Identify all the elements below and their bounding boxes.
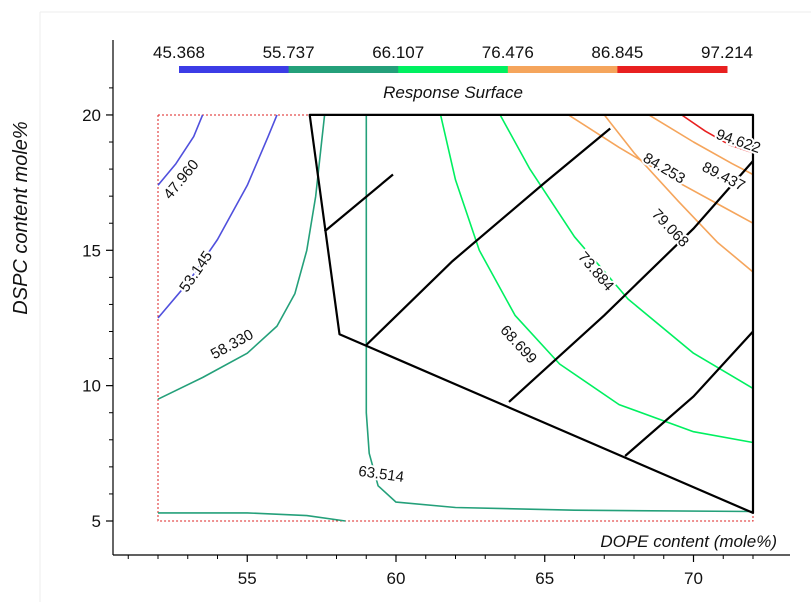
x-tick-label-3: 70	[684, 569, 703, 588]
contour-label-10: 94.622	[714, 126, 763, 157]
hatch-line-2	[508, 160, 754, 403]
colorbar-label-0: 45.368	[153, 43, 205, 62]
colorbar-segment-0	[179, 66, 290, 73]
contour-line-2	[157, 114, 326, 400]
y-tick-label-1: 10	[82, 377, 101, 396]
contour-line-1	[157, 114, 278, 319]
contour-label-7: 79.068	[648, 206, 692, 251]
y-ticks: 5 10 15 20	[82, 87, 113, 531]
x-tick-label-1: 60	[387, 569, 406, 588]
contour-layer	[157, 114, 754, 522]
contour-line-7	[603, 114, 754, 273]
contour-line-10	[681, 114, 754, 154]
contour-label-layer: 47.960 53.145 58.330 63.514 68.699 73.884 79.0…	[158, 124, 764, 488]
colorbar-segment-4	[617, 66, 728, 73]
colorbar-segment-1	[288, 66, 399, 73]
constraint-layer	[308, 113, 755, 515]
contour-label-5: 68.699	[497, 322, 541, 367]
colorbar: 45.368 55.737 66.107 76.476 86.845 97.214	[153, 43, 753, 73]
colorbar-segment-2	[398, 66, 509, 73]
contour-line-9	[648, 114, 754, 176]
colorbar-segment-3	[507, 66, 618, 73]
contour-line-3	[158, 512, 346, 522]
contour-line-4	[365, 114, 754, 513]
contour-line-0	[157, 114, 204, 186]
contour-line-5	[439, 114, 754, 444]
contour-line-8	[568, 114, 754, 224]
colorbar-label-1: 55.737	[263, 43, 315, 62]
y-tick-label-2: 15	[82, 241, 101, 260]
colorbar-label-5: 97.214	[701, 43, 753, 62]
x-tick-label-2: 65	[535, 569, 554, 588]
contour-label-6: 73.884	[574, 249, 617, 295]
colorbar-label-3: 76.476	[482, 43, 534, 62]
colorbar-label-2: 66.107	[372, 43, 424, 62]
contour-line-6	[499, 114, 754, 390]
contour-label-1: 53.145	[176, 248, 216, 295]
hatch-line-1	[365, 127, 611, 346]
x-ticks: 55 60 65 70	[127, 555, 754, 588]
contour-label-0: 47.960	[160, 156, 202, 202]
colorbar-label-4: 86.845	[591, 43, 643, 62]
contour-label-8: 84.253	[640, 150, 688, 188]
axes	[112, 40, 790, 556]
y-axis-label: DSPC content mole%	[10, 121, 32, 314]
hatch-line-0	[323, 173, 394, 233]
x-tick-label-0: 55	[238, 569, 257, 588]
contour-label-9: 89.437	[699, 159, 748, 195]
constraint-polygon	[308, 113, 755, 515]
y-tick-label-0: 5	[92, 512, 101, 531]
x-axis-label: DOPE content (mole%)	[600, 532, 777, 551]
y-tick-label-3: 20	[82, 106, 101, 125]
hatch-line-3	[624, 330, 754, 457]
contour-label-2: 58.330	[208, 326, 256, 363]
colorbar-title: Response Surface	[383, 83, 523, 102]
contour-label-3: 63.514	[357, 463, 405, 486]
